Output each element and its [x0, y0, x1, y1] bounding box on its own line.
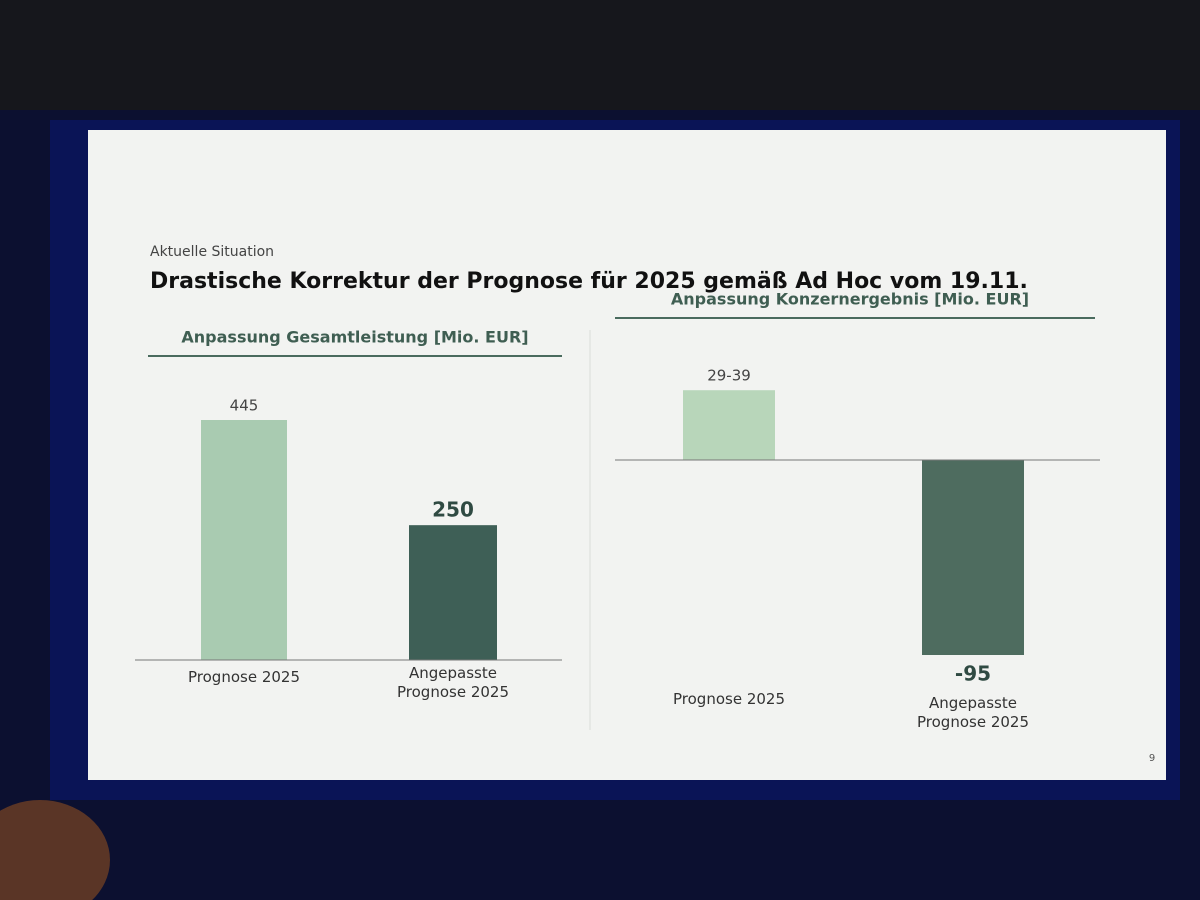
bar [922, 460, 1024, 655]
slide-kicker: Aktuelle Situation [150, 244, 274, 260]
category-label: Angepasste Prognose 2025 [917, 694, 1029, 731]
bar [201, 420, 287, 660]
chart-title: Anpassung Gesamtleistung [Mio. EUR] [181, 328, 528, 347]
page-number: 9 [1149, 753, 1155, 764]
category-label: Angepasste Prognose 2025 [397, 664, 509, 701]
audience-head [0, 800, 110, 900]
value-label: 29-39 [707, 367, 751, 385]
slide-title: Drastische Korrektur der Prognose für 20… [150, 269, 1028, 294]
chart-title: Anpassung Konzernergebnis [Mio. EUR] [671, 290, 1029, 309]
category-label: Prognose 2025 [188, 668, 300, 686]
bar [409, 525, 497, 660]
bar [683, 390, 775, 460]
ceiling [0, 0, 1200, 110]
value-label: 445 [230, 397, 259, 415]
value-label: 250 [432, 498, 474, 522]
value-label: -95 [955, 662, 991, 686]
category-label: Prognose 2025 [673, 690, 785, 708]
